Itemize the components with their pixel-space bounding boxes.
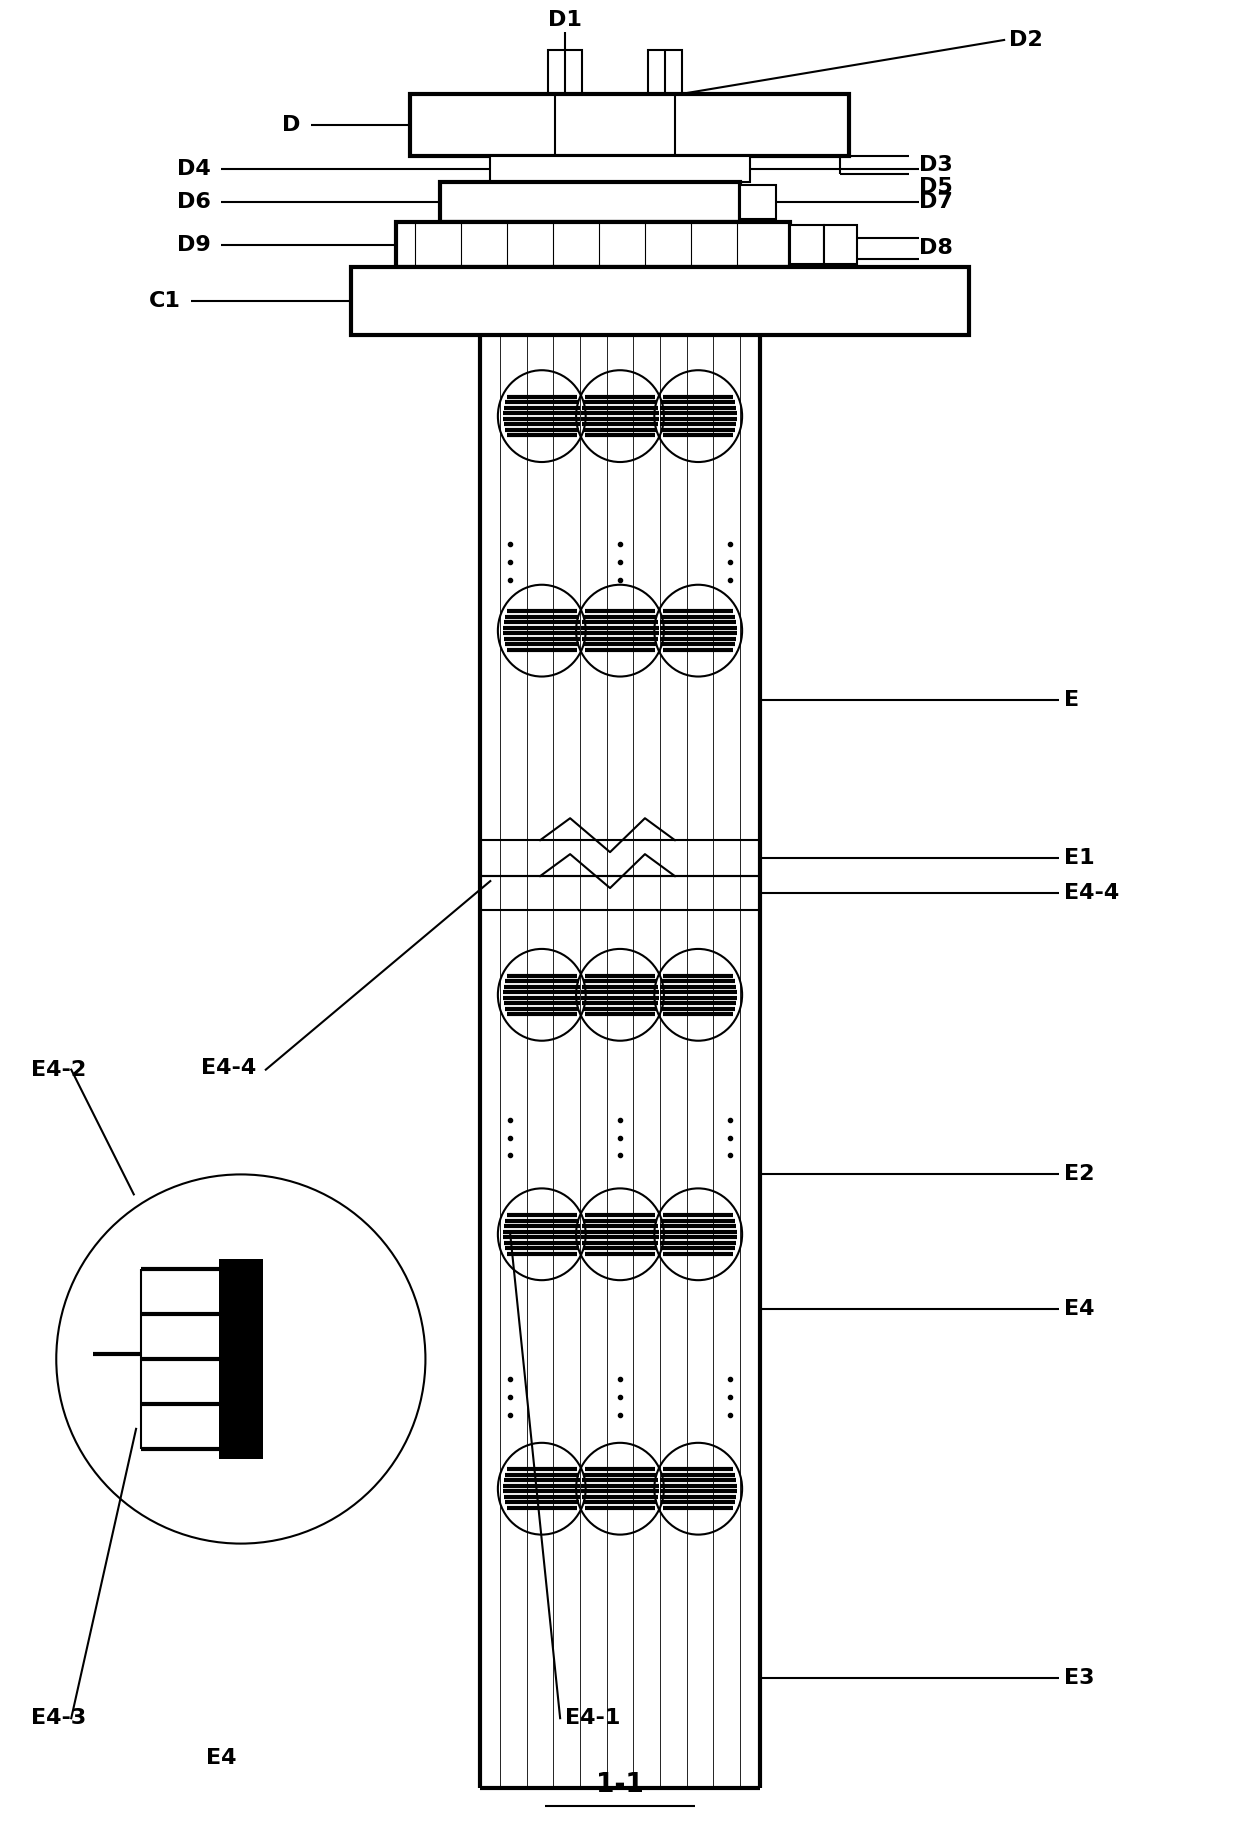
Text: E1: E1 bbox=[1064, 848, 1095, 868]
Text: C1: C1 bbox=[149, 291, 181, 311]
Text: D9: D9 bbox=[177, 234, 211, 255]
Bar bbox=[790, 225, 823, 264]
Bar bbox=[649, 49, 682, 93]
Text: E4-1: E4-1 bbox=[565, 1707, 620, 1728]
Text: E4: E4 bbox=[206, 1748, 236, 1768]
Text: D5: D5 bbox=[919, 176, 954, 196]
Bar bbox=[396, 222, 790, 267]
Text: D7: D7 bbox=[919, 192, 954, 213]
Text: E4-2: E4-2 bbox=[31, 1059, 87, 1079]
Text: D2: D2 bbox=[1009, 29, 1043, 49]
Bar bbox=[351, 267, 970, 335]
Text: D1: D1 bbox=[548, 9, 582, 29]
Text: E3: E3 bbox=[1064, 1669, 1095, 1689]
Bar bbox=[219, 1259, 263, 1458]
Text: D3: D3 bbox=[919, 154, 954, 174]
Bar bbox=[440, 181, 740, 222]
Text: E4-4: E4-4 bbox=[1064, 883, 1120, 903]
Text: D6: D6 bbox=[177, 192, 211, 213]
Text: D8: D8 bbox=[919, 238, 954, 258]
Bar bbox=[548, 49, 582, 93]
Text: E2: E2 bbox=[1064, 1165, 1095, 1185]
Text: E4: E4 bbox=[1064, 1299, 1095, 1319]
Bar bbox=[410, 93, 849, 156]
Bar bbox=[740, 185, 776, 218]
Text: D: D bbox=[283, 115, 301, 136]
Text: D4: D4 bbox=[177, 159, 211, 180]
Text: E4-3: E4-3 bbox=[31, 1707, 87, 1728]
Text: E4-4: E4-4 bbox=[201, 1057, 257, 1077]
Bar bbox=[823, 225, 858, 264]
Bar bbox=[490, 156, 750, 181]
Text: E: E bbox=[1064, 691, 1079, 711]
Text: 1-1: 1-1 bbox=[596, 1772, 644, 1797]
